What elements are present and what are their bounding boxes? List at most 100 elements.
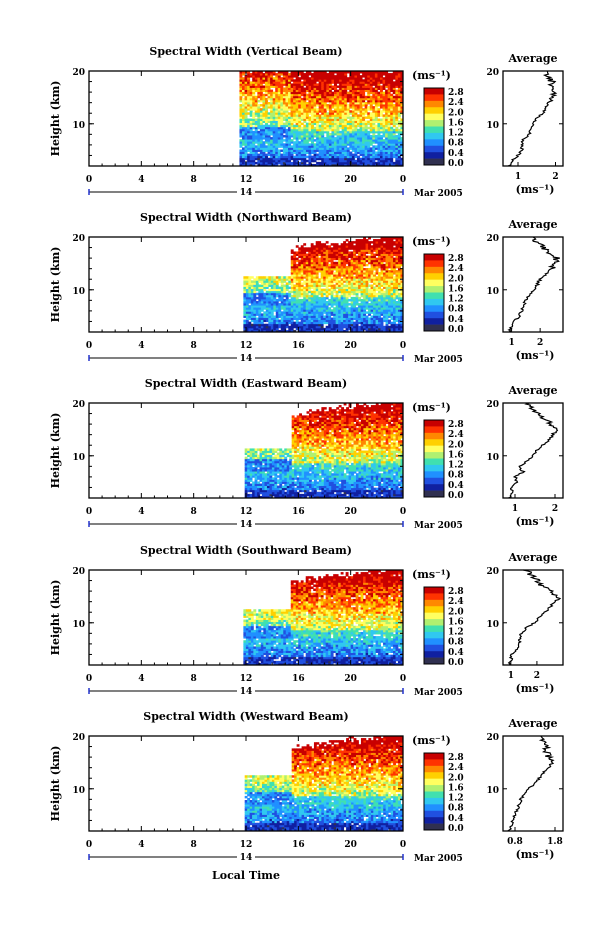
heatmap-cell	[253, 296, 257, 300]
heatmap-cell	[357, 139, 360, 142]
heatmap-cell	[385, 97, 389, 101]
heatmap-cell	[282, 159, 286, 163]
heatmap-cell	[349, 151, 353, 155]
heatmap-cell	[343, 325, 347, 329]
heatmap-cell	[358, 253, 361, 256]
heatmap-cell	[335, 267, 339, 271]
heatmap-cell	[245, 278, 249, 281]
heatmap-cell	[370, 274, 374, 277]
heatmap-cell	[303, 128, 307, 132]
heatmap-cell	[334, 161, 337, 165]
heatmap-cell	[364, 155, 368, 159]
heatmap-cell	[344, 106, 348, 109]
heatmap-cell	[323, 247, 327, 250]
heatmap-cell	[293, 267, 297, 271]
heatmap-cell	[308, 307, 312, 310]
heatmap-cell	[254, 120, 258, 124]
heatmap-cell	[365, 311, 369, 314]
heatmap-cell	[359, 79, 363, 82]
heatmap-cell	[363, 255, 366, 259]
heatmap-cell	[344, 163, 348, 167]
heatmap-cell	[320, 305, 324, 308]
heatmap-cell	[339, 132, 343, 136]
heatmap-cell	[239, 159, 243, 163]
heatmap-cell	[333, 311, 337, 314]
heatmap-cell	[354, 104, 358, 107]
heatmap-cell	[259, 126, 263, 130]
heatmap-cell	[369, 139, 373, 142]
heatmap-cell	[295, 106, 299, 109]
heatmap-cell	[290, 317, 294, 321]
heatmap-cell	[272, 151, 276, 155]
heatmap-cell	[341, 79, 345, 82]
heatmap-cell	[374, 99, 378, 103]
heatmap-cell	[316, 128, 320, 132]
heatmap-cell	[313, 303, 317, 306]
heatmap-cell	[374, 73, 378, 76]
heatmap-cell	[305, 145, 309, 148]
heatmap-cell	[390, 130, 394, 134]
heatmap-cell	[303, 309, 307, 312]
heatmap-cell	[392, 112, 396, 115]
heatmap-cell	[320, 327, 324, 331]
heatmap-cell	[308, 85, 312, 88]
heatmap-cell	[273, 319, 277, 323]
heatmap-cell	[328, 93, 332, 97]
heatmap-cell	[323, 309, 327, 312]
heatmap-cell	[382, 81, 386, 84]
heatmap-cell	[275, 112, 279, 115]
heatmap-cell	[313, 253, 317, 256]
heatmap-cell	[344, 99, 348, 103]
heatmap-cell	[313, 114, 317, 117]
heatmap-cell	[303, 272, 307, 275]
heatmap-cell	[334, 108, 337, 111]
heatmap-cell	[285, 95, 289, 99]
heatmap-cell	[392, 130, 396, 134]
heatmap-cell	[262, 77, 266, 80]
heatmap-cell	[333, 243, 337, 246]
heatmap-cell	[275, 309, 279, 312]
heatmap-cell	[340, 272, 344, 275]
heatmap-cell	[336, 106, 340, 109]
heatmap-cell	[272, 149, 276, 152]
heatmap-cell	[375, 276, 379, 279]
heatmap-cell	[265, 71, 268, 74]
heatmap-cell	[323, 157, 327, 161]
heatmap-cell	[310, 296, 314, 300]
heatmap-cell	[298, 305, 302, 308]
heatmap-cell	[344, 137, 348, 140]
heatmap-cell	[363, 251, 366, 254]
heatmap-cell	[385, 139, 389, 142]
heatmap-cell	[345, 259, 349, 263]
heatmap-cell	[245, 305, 249, 308]
heatmap-cell	[369, 135, 373, 138]
heatmap-cell	[300, 323, 304, 327]
heatmap-cell	[334, 79, 337, 82]
heatmap-cell	[323, 116, 327, 119]
heatmap-cell	[267, 93, 271, 97]
heatmap-cell	[359, 159, 363, 163]
heatmap-cell	[272, 145, 276, 148]
heatmap-cell	[353, 305, 357, 308]
heatmap-cell	[272, 71, 276, 74]
heatmap-cell	[265, 97, 268, 101]
heatmap-cell	[313, 163, 317, 167]
heatmap-cell	[335, 303, 339, 306]
heatmap-cell	[358, 272, 361, 275]
heatmap-cell	[310, 247, 314, 250]
heatmap-cell	[369, 141, 373, 144]
heatmap-cell	[242, 85, 245, 88]
heatmap-cell	[253, 298, 257, 302]
heatmap-cell	[252, 99, 256, 103]
heatmap-cell	[323, 251, 327, 254]
heatmap-cell	[318, 135, 322, 138]
heatmap-cell	[272, 112, 276, 115]
heatmap-cell	[313, 91, 317, 95]
heatmap-cell	[335, 321, 339, 325]
heatmap-cell	[247, 87, 251, 90]
heatmap-cell	[313, 135, 317, 138]
heatmap-cell	[265, 325, 269, 329]
heatmap-cell	[254, 112, 258, 115]
heatmap-cell	[321, 126, 325, 130]
heatmap-cell	[348, 253, 352, 256]
